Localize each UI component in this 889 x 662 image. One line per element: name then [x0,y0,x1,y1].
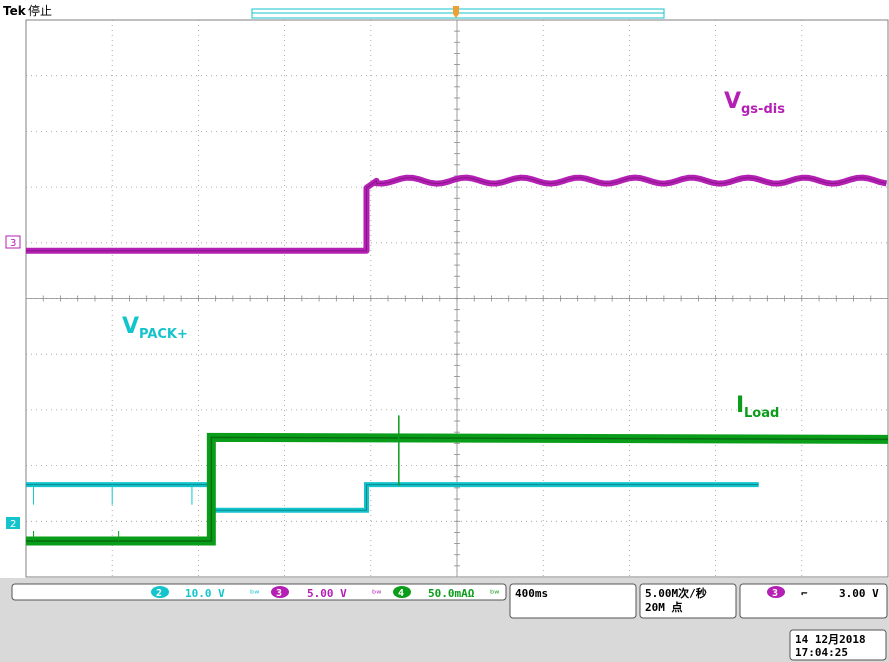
ch4-bw-icon: ᵇʷ [490,589,499,600]
ch2-ground-marker: 2 [6,517,20,530]
ch2-scale: 10.0 V [185,587,225,600]
ch2-bw-icon: ᵇʷ [250,589,259,600]
vpack-trace [26,482,759,513]
svg-text:V: V [122,314,139,339]
trigger-box[interactable]: 3 ⌐ 3.00 V [739,583,888,619]
ch3-number: 3 [276,588,282,599]
record-length: 20M 点 [645,600,683,614]
timebase-box[interactable]: 400ms [509,583,637,619]
trigger-slope-icon: ⌐ [801,587,808,600]
ch3-ground-marker: 3 [5,235,21,249]
svg-text:I: I [736,393,744,418]
acquisition-box[interactable]: 5.00M次/秒 20M 点 [639,583,737,619]
svg-text:Load: Load [744,406,779,421]
date-label: 14 12月2018 [795,633,866,646]
ch3-scale: 5.00 V [307,587,347,600]
trigger-level: 3.00 V [839,587,879,600]
ch2-number: 2 [156,588,162,599]
timebase-value: 400ms [515,587,548,600]
vgs-dis-label: V gs-dis [724,89,785,117]
svg-text:3: 3 [10,238,16,249]
waveforms [26,174,889,546]
iload-label: I Load [736,393,779,421]
svg-text:PACK+: PACK+ [139,327,188,342]
trigger-channel: 3 [772,588,778,599]
brand-label: Tek [3,4,27,18]
trigger-position-marker [453,6,459,18]
svg-text:gs-dis: gs-dis [741,102,785,117]
time-label: 17:04:25 [795,646,848,659]
ch4-number: 4 [398,588,404,599]
vgs-dis-trace [26,174,888,254]
vpack-trace-core [26,484,759,511]
run-status: 停止 [28,3,52,18]
sample-rate: 5.00M次/秒 [645,586,707,600]
svg-text:2: 2 [10,519,16,530]
vgs-dis-trace-core [26,177,887,252]
vertical-scale-box[interactable]: 2 10.0 V ᵇʷ 3 5.00 V ᵇʷ 4 50.0mAΩ ᵇʷ [11,583,507,601]
svg-text:V: V [724,89,741,114]
datetime-box: 14 12月2018 17:04:25 [789,629,887,661]
vpack-label: V PACK+ [122,314,188,342]
ch3-bw-icon: ᵇʷ [372,589,381,600]
ch4-scale: 50.0mAΩ [428,587,475,600]
